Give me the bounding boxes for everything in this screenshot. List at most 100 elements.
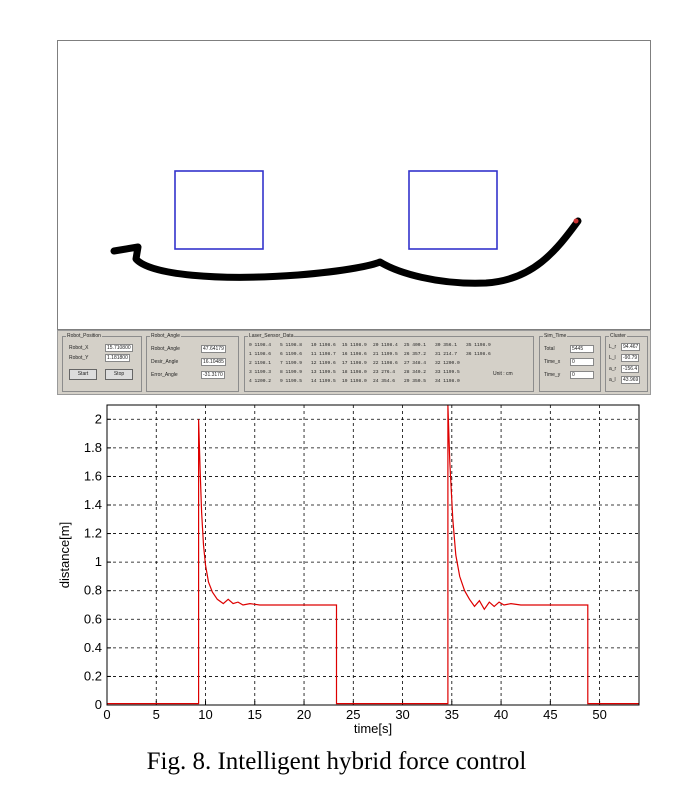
cluster-ar-label: a_r xyxy=(609,366,617,372)
sim-time-title: Sim_Time xyxy=(543,333,568,339)
laser-reading: 26 357.2 xyxy=(404,352,427,357)
laser-reading: 0 1198.4 xyxy=(249,343,272,348)
laser-reading: 28 340.2 xyxy=(404,370,427,375)
laser-reading: 9 1199.5 xyxy=(280,379,303,384)
y-tick-label: 1.8 xyxy=(84,440,102,455)
y-axis-label: distance[m] xyxy=(57,522,72,588)
laser-reading: 10 1198.6 xyxy=(311,343,336,348)
laser-reading: 5 1198.8 xyxy=(280,343,303,348)
robot-x-label: Robot_X xyxy=(69,345,89,351)
x-tick-label: 10 xyxy=(198,707,212,722)
total-time-label: Total xyxy=(544,346,555,352)
laser-reading: 16 1198.6 xyxy=(342,352,367,357)
y-tick-label: 0.4 xyxy=(84,640,102,655)
cluster-al-value: 43.969 xyxy=(621,376,641,384)
y-tick-label: 1.2 xyxy=(84,526,102,541)
y-tick-label: 1.4 xyxy=(84,497,102,512)
x-tick-label: 45 xyxy=(543,707,557,722)
distance-series-line xyxy=(107,405,639,705)
robot-marker xyxy=(573,218,579,224)
robot-angle-label: Robot_Angle xyxy=(151,346,180,352)
stop-button[interactable]: Stop xyxy=(105,369,133,380)
sim-time-group: Sim_Time Total 5445 Time_x 0 Time_y 0 xyxy=(539,333,601,392)
robot-angle-value: 47.64179 xyxy=(201,345,226,353)
obstacle-box xyxy=(174,170,264,250)
laser-reading: 32 1200.0 xyxy=(435,361,460,366)
laser-reading: 21 1199.5 xyxy=(373,352,398,357)
x-tick-label: 35 xyxy=(445,707,459,722)
laser-reading: 11 1198.7 xyxy=(311,352,336,357)
robot-position-group: Robot_Position Robot_X 15.710800 Robot_Y… xyxy=(62,333,142,392)
laser-reading: 24 354.6 xyxy=(373,379,396,384)
laser-reading: 4 1200.2 xyxy=(249,379,272,384)
laser-reading: 18 1198.0 xyxy=(342,370,367,375)
laser-reading: 27 348.4 xyxy=(404,361,427,366)
x-tick-label: 0 xyxy=(103,707,110,722)
x-axis-label: time[s] xyxy=(354,721,392,736)
robot-position-title: Robot_Position xyxy=(66,333,102,339)
y-tick-label: 0.6 xyxy=(84,611,102,626)
laser-reading: 1 1198.6 xyxy=(249,352,272,357)
cluster-lr-value: 94.467 xyxy=(621,343,641,351)
x-tick-label: 50 xyxy=(592,707,606,722)
obstacle-box xyxy=(408,170,498,250)
time-x-value: 0 xyxy=(570,358,594,366)
laser-reading: 33 1199.5 xyxy=(435,370,460,375)
figure-caption: Fig. 8. Intelligent hybrid force control xyxy=(146,748,527,775)
laser-reading: 14 1199.5 xyxy=(311,379,336,384)
laser-reading: 25 400.1 xyxy=(404,343,427,348)
cluster-lr-label: L_r xyxy=(609,344,617,350)
time-y-label: Time_y xyxy=(544,372,561,378)
laser-reading: 2 1198.1 xyxy=(249,361,272,366)
x-tick-label: 30 xyxy=(395,707,409,722)
laser-sensor-group: Laser_Sensor_Data 0 1198.4 1 1198.6 2 1198… xyxy=(244,333,534,392)
robot-trajectory xyxy=(110,217,582,287)
laser-reading: 13 1199.5 xyxy=(311,370,336,375)
laser-reading: 35 1198.9 xyxy=(466,343,491,348)
simulator-window: Robot_Position Robot_X 15.710800 Robot_Y… xyxy=(57,40,651,395)
laser-reading: 30 356.1 xyxy=(435,343,458,348)
x-tick-label: 5 xyxy=(153,707,160,722)
cluster-ll-value: -90.79 xyxy=(621,354,640,362)
error-angle-label: Error_Angle xyxy=(151,372,178,378)
start-button[interactable]: Start xyxy=(69,369,97,380)
laser-reading: 34 1198.0 xyxy=(435,379,460,384)
cluster-al-label: a_l xyxy=(609,377,616,383)
total-time-value: 5445 xyxy=(570,345,594,353)
error-angle-value: -31.3170 xyxy=(201,371,225,379)
laser-reading: 29 350.5 xyxy=(404,379,427,384)
laser-reading: 7 1199.9 xyxy=(280,361,303,366)
y-tick-label: 1.6 xyxy=(84,468,102,483)
y-tick-label: 1 xyxy=(95,554,102,569)
desir-angle-value: 16.10485 xyxy=(201,358,226,366)
laser-reading: 23 276.4 xyxy=(373,370,396,375)
x-tick-label: 25 xyxy=(346,707,360,722)
y-tick-label: 0.2 xyxy=(84,668,102,683)
cluster-title: Cluster xyxy=(609,333,627,339)
laser-reading: 15 1198.9 xyxy=(342,343,367,348)
laser-sensor-title: Laser_Sensor_Data xyxy=(248,333,295,339)
laser-reading: 3 1199.3 xyxy=(249,370,272,375)
y-tick-label: 2 xyxy=(95,411,102,426)
laser-reading: 12 1199.6 xyxy=(311,361,336,366)
robot-y-value: 1.181800 xyxy=(105,354,130,362)
x-tick-label: 15 xyxy=(248,707,262,722)
laser-reading: 6 1199.6 xyxy=(280,352,303,357)
laser-reading: 36 1198.6 xyxy=(466,352,491,357)
robot-y-label: Robot_Y xyxy=(69,355,89,361)
chart-svg: 0 5 10 15 20 25 30 35 40 45 50 0 0.2 0.4 0.6 0.8 1 1.2 1.4… xyxy=(57,404,640,736)
laser-reading: 19 1198.0 xyxy=(342,379,367,384)
simulation-canvas xyxy=(57,40,651,330)
plot-frame xyxy=(106,404,640,706)
cluster-ar-value: -156.4 xyxy=(621,365,640,373)
robot-x-value: 15.710800 xyxy=(105,344,133,352)
distance-time-chart: 0 5 10 15 20 25 30 35 40 45 50 0 0.2 0.4 0.6 0.8 1 1.2 1.4… xyxy=(0,395,673,740)
laser-reading: 22 1198.6 xyxy=(373,361,398,366)
y-tick-label: 0 xyxy=(95,697,102,712)
laser-reading: 17 1198.9 xyxy=(342,361,367,366)
time-y-value: 0 xyxy=(570,371,594,379)
desir-angle-label: Desir_Angle xyxy=(151,359,179,365)
cluster-group: Cluster L_r 94.467 L_l -90.79 a_r -156.4… xyxy=(605,333,648,392)
y-tick-label: 0.8 xyxy=(84,583,102,598)
laser-reading: 20 1198.4 xyxy=(373,343,398,348)
